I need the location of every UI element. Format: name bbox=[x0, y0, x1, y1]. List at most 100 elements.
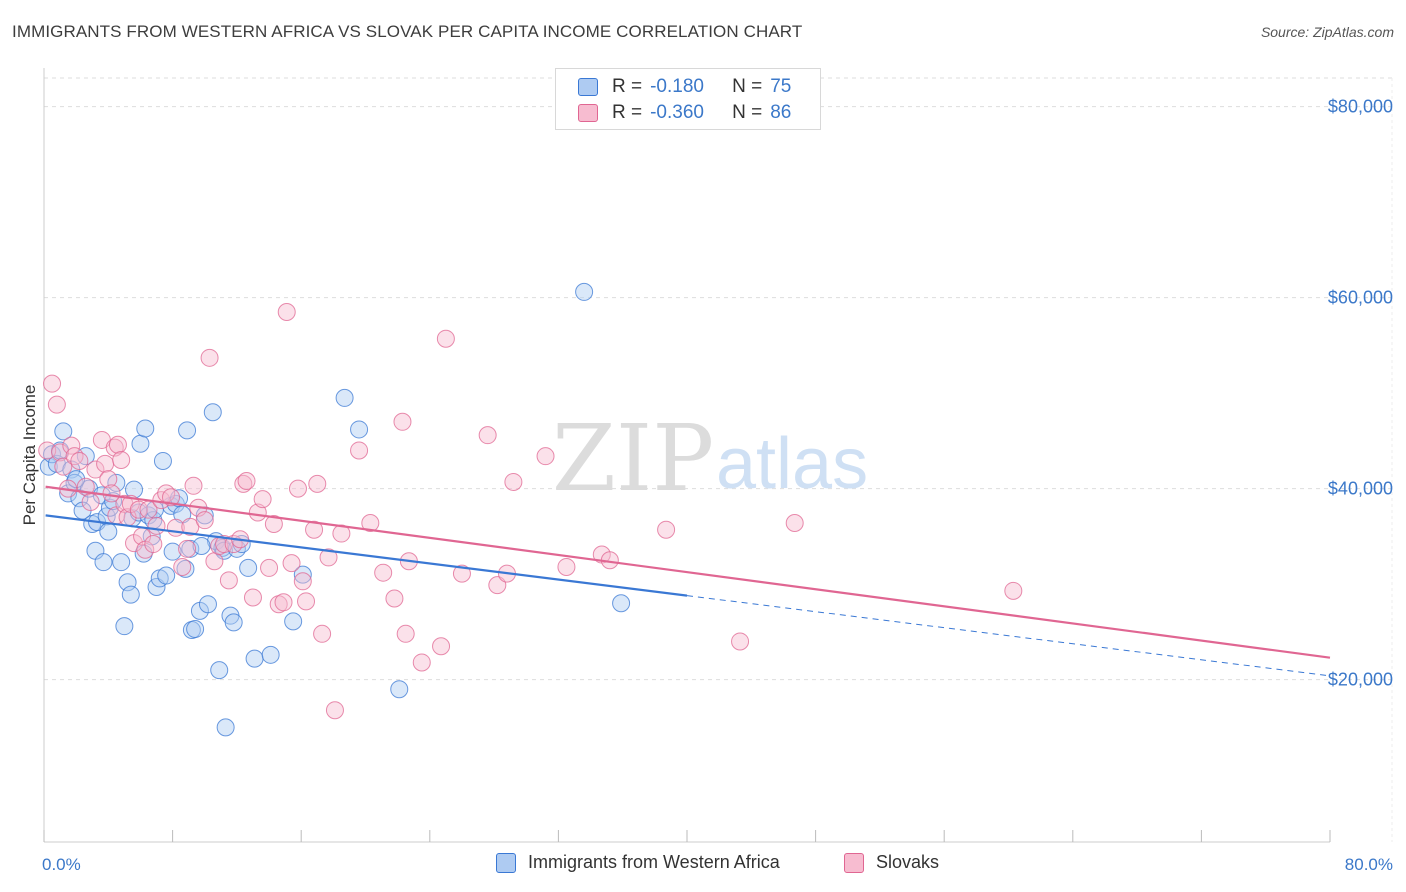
point-slovaks bbox=[54, 457, 73, 476]
legend-row-blue: R = -0.180 N = 75 bbox=[578, 75, 791, 99]
point-slovaks bbox=[96, 454, 115, 473]
point-slovaks bbox=[385, 589, 404, 608]
point-slovaks bbox=[234, 474, 253, 493]
legend-label-western-africa: Immigrants from Western Africa bbox=[528, 852, 780, 872]
legend-r-label: R = bbox=[612, 102, 643, 123]
point-slovaks bbox=[478, 426, 497, 445]
point-western-africa bbox=[612, 594, 631, 613]
point-slovaks bbox=[785, 514, 804, 533]
point-slovaks bbox=[361, 514, 380, 533]
point-western-africa bbox=[575, 282, 594, 301]
watermark-zip: ZIP bbox=[552, 405, 714, 512]
point-western-africa bbox=[203, 403, 222, 422]
point-slovaks bbox=[396, 624, 415, 643]
legend-item-western-africa[interactable]: Immigrants from Western Africa bbox=[496, 852, 780, 873]
legend-n-value: 75 bbox=[770, 76, 792, 97]
point-slovaks bbox=[374, 563, 393, 582]
point-western-africa bbox=[198, 595, 217, 614]
point-western-africa bbox=[153, 451, 172, 470]
point-slovaks bbox=[51, 443, 70, 462]
point-slovaks bbox=[557, 557, 576, 576]
point-slovaks bbox=[86, 460, 105, 479]
point-western-africa bbox=[178, 421, 197, 440]
point-slovaks bbox=[452, 564, 471, 583]
point-slovaks bbox=[504, 472, 523, 491]
point-western-africa bbox=[176, 559, 195, 578]
legend-item-slovaks[interactable]: Slovaks bbox=[844, 852, 939, 873]
point-slovaks bbox=[43, 374, 62, 393]
point-western-africa bbox=[131, 434, 150, 453]
point-western-africa bbox=[157, 566, 176, 585]
data-points bbox=[38, 282, 1023, 737]
point-slovaks bbox=[350, 441, 369, 460]
point-slovaks bbox=[219, 571, 238, 590]
trend-line-slovaks bbox=[45, 485, 1331, 659]
legend-r-value: -0.180 bbox=[650, 76, 704, 97]
legend-n-value: 86 bbox=[770, 102, 792, 123]
point-slovaks bbox=[293, 572, 312, 591]
point-western-africa bbox=[284, 612, 303, 631]
point-slovaks bbox=[260, 558, 279, 577]
point-slovaks bbox=[274, 593, 293, 612]
point-slovaks bbox=[313, 624, 332, 643]
point-western-africa bbox=[115, 617, 134, 636]
y-tick-label: $40,000 bbox=[1328, 479, 1393, 499]
point-slovaks bbox=[178, 539, 197, 558]
point-western-africa bbox=[210, 661, 229, 680]
watermark-atlas: atlas bbox=[716, 424, 868, 504]
point-slovaks bbox=[65, 447, 84, 466]
point-slovaks bbox=[195, 511, 214, 530]
point-slovaks bbox=[108, 435, 127, 454]
legend-n-label: N = bbox=[732, 102, 763, 123]
point-slovaks bbox=[144, 535, 163, 554]
point-slovaks bbox=[536, 447, 555, 466]
watermark: ZIP atlas bbox=[552, 405, 868, 512]
point-slovaks bbox=[297, 592, 316, 611]
point-slovaks bbox=[432, 637, 451, 656]
legend-label-slovaks: Slovaks bbox=[876, 852, 940, 872]
point-western-africa bbox=[216, 718, 235, 737]
point-western-africa bbox=[293, 565, 312, 584]
point-slovaks bbox=[305, 520, 324, 539]
point-western-africa bbox=[335, 388, 354, 407]
point-slovaks bbox=[47, 395, 66, 414]
legend-swatch-pink bbox=[844, 852, 864, 873]
point-slovaks bbox=[237, 472, 256, 491]
point-slovaks bbox=[657, 520, 676, 539]
point-slovaks bbox=[1004, 581, 1023, 600]
y-tick-label: $80,000 bbox=[1328, 97, 1393, 117]
legend-swatch-blue bbox=[578, 78, 598, 96]
point-slovaks bbox=[173, 557, 192, 576]
point-slovaks bbox=[264, 514, 283, 533]
point-slovaks bbox=[81, 493, 100, 512]
point-slovaks bbox=[243, 588, 262, 607]
y-tick-label: $60,000 bbox=[1328, 288, 1393, 308]
point-western-africa bbox=[350, 420, 369, 439]
legend-r-label: R = bbox=[612, 76, 643, 97]
point-western-africa bbox=[186, 620, 205, 639]
point-slovaks bbox=[129, 500, 148, 519]
y-tick-label: $20,000 bbox=[1328, 670, 1393, 690]
legend-r-value: -0.360 bbox=[650, 102, 704, 123]
point-slovaks bbox=[99, 470, 118, 489]
chart-title: IMMIGRANTS FROM WESTERN AFRICA VS SLOVAK… bbox=[12, 22, 803, 41]
point-slovaks bbox=[147, 516, 166, 535]
point-slovaks bbox=[161, 488, 180, 507]
point-slovaks bbox=[319, 548, 338, 567]
grid bbox=[44, 77, 1392, 681]
point-slovaks bbox=[205, 552, 224, 571]
point-western-africa bbox=[94, 553, 113, 572]
point-western-africa bbox=[112, 553, 131, 572]
point-slovaks bbox=[436, 329, 455, 348]
source-label: Source: ZipAtlas.com bbox=[1260, 24, 1394, 40]
correlation-legend: R = -0.180 N = 75 R = -0.360 N = 86 bbox=[555, 68, 821, 130]
point-western-africa bbox=[136, 419, 155, 438]
legend-swatch-pink bbox=[578, 104, 598, 122]
point-slovaks bbox=[253, 490, 272, 509]
trend-line-extension-western-africa bbox=[686, 595, 1331, 677]
point-slovaks bbox=[731, 632, 750, 651]
point-western-africa bbox=[54, 422, 73, 441]
point-slovaks bbox=[70, 451, 89, 470]
x-tick-label-min: 0.0% bbox=[42, 855, 81, 874]
point-slovaks bbox=[200, 348, 219, 367]
